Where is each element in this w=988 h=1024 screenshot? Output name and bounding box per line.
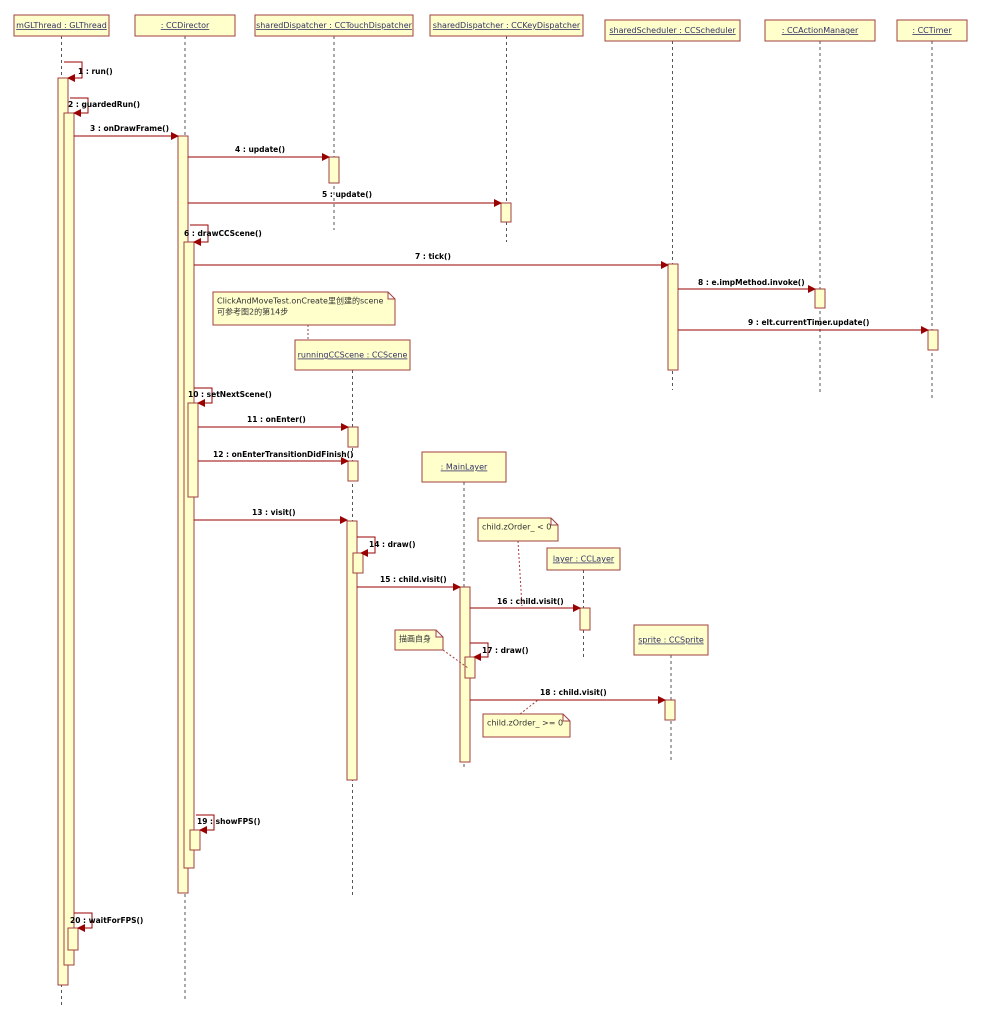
lifeline-label: sprite : CCSprite [638,636,704,645]
message-label: 7 : tick() [415,252,451,261]
message-label: 17 : draw() [482,646,529,655]
self-message-arrow [70,97,89,117]
message-label: 8 : e.impMethod.invoke() [698,278,805,287]
message-label: 12 : onEnterTransitionDidFinish() [213,450,354,459]
activation [579,607,591,631]
message-label: 19 : showFPS() [197,817,260,826]
message-label: 9 : elt.currentTimer.update() [748,318,869,327]
self-message-arrow [196,814,215,834]
lifeline-head [604,19,741,42]
note-connector [442,649,469,669]
self-message-arrow [190,224,209,246]
lifeline-head [254,14,414,37]
activation [814,288,826,309]
activation [183,241,195,869]
message-label: 1 : run() [78,67,113,76]
self-message-arrow [470,642,489,661]
lifeline-label: : CCActionManager [782,26,859,35]
self-message-arrow [74,912,93,932]
lifeline-head [134,14,236,37]
message-label: 20 : waitForFPS() [70,916,143,925]
note-text: child.zOrder_ >= 0 [487,719,563,728]
self-message-arrow [64,61,83,82]
lifeline-head [896,19,968,42]
lifeline-label: : CCTimer [912,26,952,35]
message-label: 3 : onDrawFrame() [90,124,169,133]
activation [927,329,939,351]
activation [347,460,359,482]
activation [667,263,679,371]
message-label: 18 : child.visit() [540,688,607,697]
lifeline-head [546,547,621,571]
activation [328,156,340,184]
lifeline-label: sharedDispatcher : CCKeyDispatcher [433,21,581,30]
activation [464,656,476,679]
note [394,629,444,651]
message-label: 11 : onEnter() [247,415,306,424]
lifeline-label: : CCDirector [161,21,210,30]
lifeline-label: mGLThread : GLThread [16,21,107,30]
activation [352,552,364,574]
note-text: 可参考图2的第14步 [217,307,288,317]
message-label: 6 : drawCCScene() [184,229,262,238]
note-connector [517,540,523,607]
lifeline-head [421,451,507,483]
note-text: 描画自身 [399,634,431,644]
activation [346,520,358,781]
lifeline-head [633,624,709,656]
message-label: 5 : update() [322,190,372,199]
message-label: 4 : update() [235,145,285,154]
lifeline-head [294,339,411,371]
message-label: 15 : child.visit() [380,575,447,584]
message-label: 10 : setNextScene() [188,390,272,399]
activation [63,112,75,966]
activation [500,202,512,223]
note-text: ClickAndMoveTest.onCreate里创建的scene [217,296,384,306]
lifeline-label: sharedScheduler : CCScheduler [609,26,736,35]
lifeline-label: layer : CCLayer [553,555,615,564]
self-message-arrow [357,536,376,557]
message-label: 16 : child.visit() [497,597,564,606]
activation [664,699,676,721]
note-text: child.zOrder_ < 0 [482,523,551,532]
note [212,291,396,326]
lifeline-head [429,14,584,37]
lifeline-label: runningCCScene : CCScene [298,351,408,360]
note [482,713,571,738]
lifeline-head [13,14,110,37]
note [477,517,559,542]
lifeline-label: : MainLayer [441,463,488,472]
message-label: 2 : guardedRun() [68,100,140,109]
activation [187,402,199,498]
message-label: 14 : draw() [369,540,416,549]
activation [347,426,359,448]
activation [189,829,201,851]
self-message-arrow [194,387,213,407]
activation [67,927,79,951]
lifeline-label: sharedDispatcher : CCTouchDispatcher [256,21,413,30]
note-connector [519,699,539,715]
lifeline-head [764,19,876,42]
message-label: 13 : visit() [252,508,296,517]
